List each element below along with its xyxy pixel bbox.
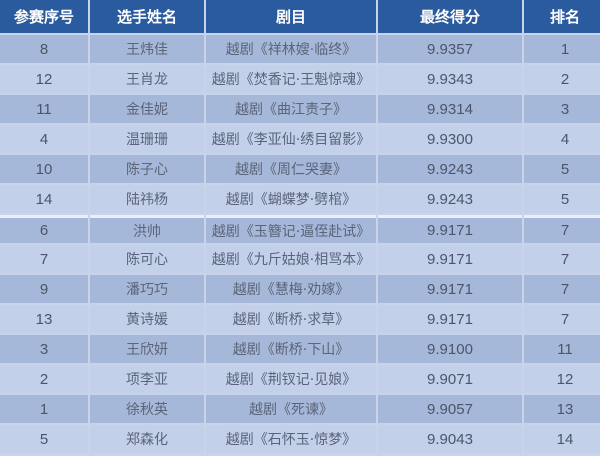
cell-contestant-name: 潘巧巧 (90, 275, 204, 303)
cell-contestant-name: 项李亚 (90, 365, 204, 393)
cell-final-score: 9.9043 (378, 425, 522, 453)
cell-rank: 7 (524, 245, 600, 273)
table-row: 5 郑森化 越剧《石怀玉·惊梦》 9.9043 14 (0, 425, 600, 453)
cell-entry-number: 8 (0, 35, 88, 63)
cell-rank: 2 (524, 65, 600, 93)
cell-final-score: 9.9100 (378, 335, 522, 363)
cell-final-score: 9.9171 (378, 275, 522, 303)
cell-play: 越剧《蝴蝶梦·劈棺》 (206, 185, 376, 213)
cell-play: 越剧《曲江责子》 (206, 95, 376, 123)
cell-entry-number: 1 (0, 395, 88, 423)
cell-entry-number: 7 (0, 245, 88, 273)
cell-play: 越剧《断桥·下山》 (206, 335, 376, 363)
cell-final-score: 9.9171 (378, 245, 522, 273)
cell-entry-number: 11 (0, 95, 88, 123)
cell-final-score: 9.9300 (378, 125, 522, 153)
cell-entry-number: 14 (0, 185, 88, 213)
cell-contestant-name: 郑森化 (90, 425, 204, 453)
cell-contestant-name: 洪帅 (90, 215, 204, 243)
cell-contestant-name: 徐秋英 (90, 395, 204, 423)
table-row: 13 黄诗媛 越剧《断桥·求草》 9.9171 7 (0, 305, 600, 333)
table-row: 10 陈子心 越剧《周仁哭妻》 9.9243 5 (0, 155, 600, 183)
cell-final-score: 9.9171 (378, 305, 522, 333)
cell-play: 越剧《断桥·求草》 (206, 305, 376, 333)
cell-play: 越剧《死谏》 (206, 395, 376, 423)
cell-play: 越剧《荆钗记·见娘》 (206, 365, 376, 393)
cell-rank: 14 (524, 425, 600, 453)
cell-entry-number: 5 (0, 425, 88, 453)
cell-contestant-name: 王肖龙 (90, 65, 204, 93)
cell-rank: 1 (524, 35, 600, 63)
cell-rank: 12 (524, 365, 600, 393)
cell-contestant-name: 陈子心 (90, 155, 204, 183)
cell-play: 越剧《李亚仙·绣目留影》 (206, 125, 376, 153)
cell-final-score: 9.9243 (378, 185, 522, 213)
cell-rank: 7 (524, 305, 600, 333)
cell-play: 越剧《祥林嫂·临终》 (206, 35, 376, 63)
cell-final-score: 9.9243 (378, 155, 522, 183)
cell-play: 越剧《焚香记·王魁惊魂》 (206, 65, 376, 93)
cell-final-score: 9.9343 (378, 65, 522, 93)
cell-rank: 7 (524, 275, 600, 303)
cell-play: 越剧《玉簪记·逼侄赴试》 (206, 215, 376, 243)
table-row: 3 王欣妍 越剧《断桥·下山》 9.9100 11 (0, 335, 600, 363)
cell-play: 越剧《九斤姑娘·相骂本》 (206, 245, 376, 273)
cell-entry-number: 2 (0, 365, 88, 393)
cell-entry-number: 9 (0, 275, 88, 303)
table-row: 14 陆祎杨 越剧《蝴蝶梦·劈棺》 9.9243 5 (0, 185, 600, 213)
table-row: 9 潘巧巧 越剧《慧梅·劝嫁》 9.9171 7 (0, 275, 600, 303)
cell-entry-number: 12 (0, 65, 88, 93)
table-row: 8 王炜佳 越剧《祥林嫂·临终》 9.9357 1 (0, 35, 600, 63)
cell-rank: 5 (524, 185, 600, 213)
table-row: 12 王肖龙 越剧《焚香记·王魁惊魂》 9.9343 2 (0, 65, 600, 93)
cell-contestant-name: 陆祎杨 (90, 185, 204, 213)
cell-contestant-name: 王欣妍 (90, 335, 204, 363)
cell-rank: 3 (524, 95, 600, 123)
cell-rank: 5 (524, 155, 600, 183)
cell-entry-number: 4 (0, 125, 88, 153)
cell-final-score: 9.9314 (378, 95, 522, 123)
cell-contestant-name: 陈可心 (90, 245, 204, 273)
cell-entry-number: 10 (0, 155, 88, 183)
header-entry-number: 参赛序号 (0, 0, 88, 33)
cell-final-score: 9.9057 (378, 395, 522, 423)
cell-entry-number: 3 (0, 335, 88, 363)
cell-entry-number: 6 (0, 215, 88, 243)
cell-rank: 13 (524, 395, 600, 423)
cell-entry-number: 13 (0, 305, 88, 333)
cell-final-score: 9.9071 (378, 365, 522, 393)
cell-play: 越剧《石怀玉·惊梦》 (206, 425, 376, 453)
table-row: 1 徐秋英 越剧《死谏》 9.9057 13 (0, 395, 600, 423)
table-row: 6 洪帅 越剧《玉簪记·逼侄赴试》 9.9171 7 (0, 215, 600, 243)
cell-contestant-name: 王炜佳 (90, 35, 204, 63)
cell-contestant-name: 金佳妮 (90, 95, 204, 123)
cell-final-score: 9.9171 (378, 215, 522, 243)
cell-play: 越剧《慧梅·劝嫁》 (206, 275, 376, 303)
cell-rank: 7 (524, 215, 600, 243)
cell-rank: 11 (524, 335, 600, 363)
header-final-score: 最终得分 (378, 0, 522, 33)
header-play: 剧目 (206, 0, 376, 33)
cell-play: 越剧《周仁哭妻》 (206, 155, 376, 183)
table-row: 7 陈可心 越剧《九斤姑娘·相骂本》 9.9171 7 (0, 245, 600, 273)
cell-rank: 4 (524, 125, 600, 153)
cell-contestant-name: 温珊珊 (90, 125, 204, 153)
cell-final-score: 9.9357 (378, 35, 522, 63)
table-row: 4 温珊珊 越剧《李亚仙·绣目留影》 9.9300 4 (0, 125, 600, 153)
header-row: 参赛序号 选手姓名 剧目 最终得分 排名 (0, 0, 600, 33)
cell-contestant-name: 黄诗媛 (90, 305, 204, 333)
header-rank: 排名 (524, 0, 600, 33)
table-row: 2 项李亚 越剧《荆钗记·见娘》 9.9071 12 (0, 365, 600, 393)
table-row: 11 金佳妮 越剧《曲江责子》 9.9314 3 (0, 95, 600, 123)
header-contestant-name: 选手姓名 (90, 0, 204, 33)
